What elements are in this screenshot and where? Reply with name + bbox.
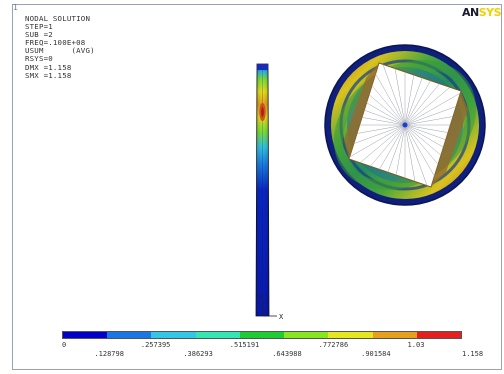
spoke-line [371, 85, 406, 126]
spoke-line [370, 124, 406, 167]
spoke-line [404, 83, 440, 126]
solution-info: NODAL SOLUTION STEP=1 SUB =2 FREQ=.100E+… [25, 14, 95, 80]
spoke-line [404, 124, 435, 177]
info-line: DMX =1.158 [25, 62, 72, 72]
center-node [402, 122, 408, 128]
spoke-line [359, 124, 406, 163]
spoke-line [356, 124, 406, 134]
info-line: USUM (AVG) [25, 46, 95, 56]
spoke-line [353, 124, 406, 144]
spoke-line [364, 109, 406, 126]
legend-label-top: .772786 [318, 341, 349, 349]
legend-swatch [284, 332, 329, 338]
spoke-line [382, 64, 406, 126]
spoke-line [404, 124, 449, 133]
spoke-line [404, 124, 444, 148]
legend-swatch [416, 332, 461, 338]
spoke-line [404, 124, 416, 182]
legend-swatch [328, 332, 373, 338]
spoke-line [404, 77, 423, 126]
spoke-line [404, 124, 442, 156]
legend-label-bottom: 1.158 [462, 350, 484, 358]
spoke-line [394, 68, 406, 126]
legend-label-top: 0 [62, 341, 67, 349]
legend-swatch [63, 332, 108, 338]
legend-label-bottom: .901584 [361, 350, 391, 358]
spoke-line [379, 124, 406, 170]
spoke-line [349, 124, 406, 158]
legend-label-bottom: .386293 [183, 350, 213, 358]
window-number: 1 [13, 3, 18, 12]
spoke-line [404, 106, 457, 126]
spoke-line [375, 73, 406, 126]
info-line: FREQ=.100E+08 [25, 38, 86, 48]
legend-swatch [107, 332, 152, 338]
info-line: STEP=1 [25, 22, 53, 32]
bar-mesh [255, 63, 270, 317]
legend-label-top: 1.03 [407, 341, 425, 349]
info-line: RSYS=0 [25, 54, 53, 64]
spoke-line [404, 124, 428, 186]
spoke-line [387, 124, 406, 173]
info-line: SMX =1.158 [25, 70, 72, 80]
solution-title: NODAL SOLUTION [25, 14, 91, 23]
spoke-line [404, 116, 454, 126]
legend-label-top: .515191 [229, 341, 260, 349]
legend-swatch [372, 332, 417, 338]
info-line: SUB =2 [25, 30, 53, 40]
spoke-line [404, 80, 431, 126]
legend-swatch [195, 332, 240, 338]
axis-x-label: X [279, 313, 284, 321]
spoke-line [404, 124, 446, 141]
ansys-logo: ANSYS [462, 6, 502, 19]
spoke-line [395, 124, 406, 176]
spoke-line [361, 117, 406, 126]
axis-triad [262, 300, 277, 317]
legend-label-bottom: .643988 [272, 350, 302, 358]
contour-legend [62, 331, 462, 339]
spoke-line [404, 124, 439, 165]
spoke-line [404, 92, 461, 126]
legend-swatch [239, 332, 285, 338]
axis-y-label: Y [259, 293, 263, 301]
spoke-line [368, 94, 406, 126]
spoke-lines [349, 64, 461, 186]
legend-swatch [151, 332, 196, 338]
legend-label-top: .257395 [140, 341, 171, 349]
spoke-line [366, 102, 406, 126]
spoke-line [404, 74, 415, 126]
legend-label-bottom: .128798 [94, 350, 124, 358]
spoke-line [404, 87, 451, 126]
